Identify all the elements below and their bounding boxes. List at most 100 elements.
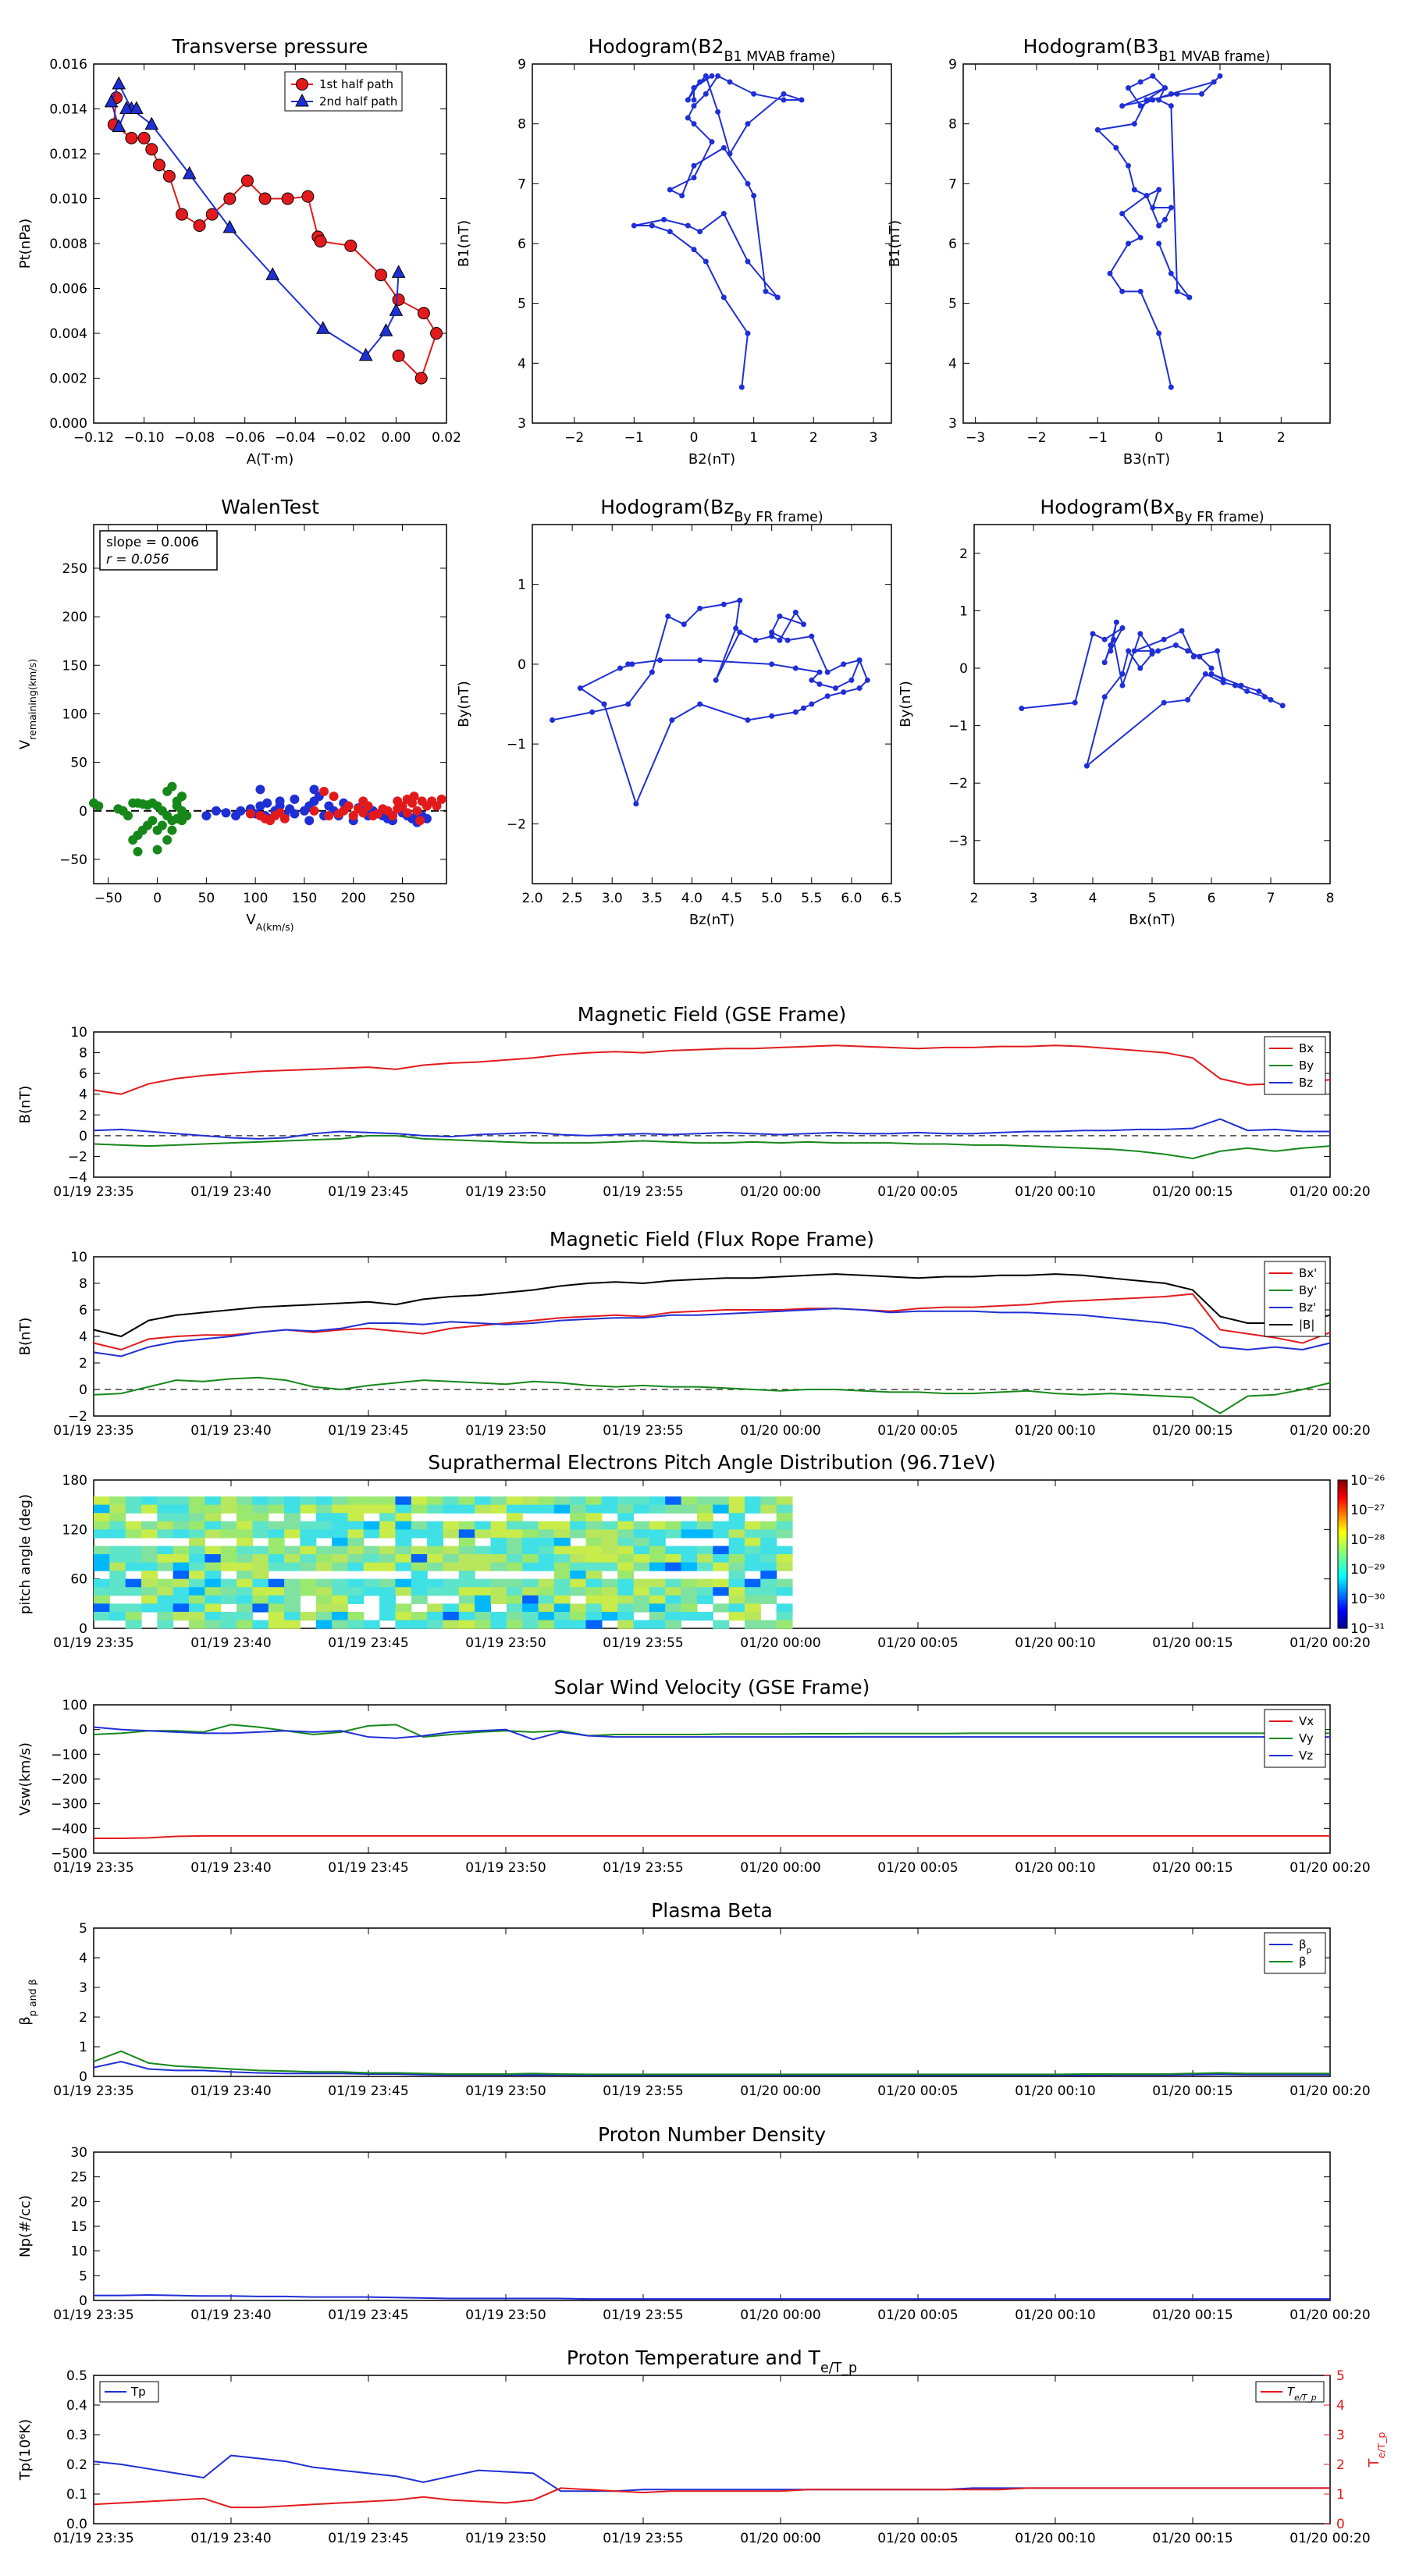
y-tick-label: 4 (948, 356, 957, 372)
heatmap-cell (760, 1562, 777, 1571)
data-point (784, 637, 791, 643)
heatmap-cell (506, 1496, 523, 1506)
x-tick-label: 01/20 00:00 (740, 1635, 820, 1651)
heatmap-cell (173, 1611, 190, 1621)
heatmap-cell (220, 1562, 237, 1571)
data-point (697, 79, 703, 85)
heatmap-cell (94, 1554, 110, 1564)
x-tick-label: 01/19 23:35 (53, 1635, 133, 1651)
y-tick-label: 0 (79, 1621, 87, 1637)
heatmap-cell (141, 1496, 158, 1506)
data-point (1232, 682, 1238, 688)
heatmap-cell (570, 1513, 587, 1522)
data-point (751, 91, 757, 97)
heatmap-cell (284, 1603, 301, 1613)
heatmap-cell (300, 1578, 317, 1588)
heatmap-cell (252, 1571, 269, 1580)
heatmap-cell (332, 1562, 349, 1571)
data-point (1199, 91, 1204, 97)
series-line (93, 1118, 1330, 1140)
data-point (240, 174, 254, 187)
heatmap-cell (332, 1529, 349, 1539)
heatmap-cell (220, 1578, 237, 1588)
y-tick-label: 8 (79, 1046, 87, 1062)
heatmap-cell (617, 1496, 635, 1506)
data-point (1168, 384, 1174, 390)
chart-title: Solar Wind Velocity (GSE Frame) (554, 1676, 870, 1699)
heatmap-cell (443, 1603, 460, 1613)
heatmap-cell (300, 1546, 317, 1555)
y-tick-label: −3 (948, 834, 968, 849)
heatmap-cell (601, 1496, 618, 1506)
heatmap-cell (506, 1611, 523, 1621)
heatmap-cell (141, 1521, 158, 1530)
heatmap-cell (189, 1537, 205, 1547)
heatmap-cell (728, 1578, 745, 1588)
heatmap-cell (395, 1554, 412, 1564)
chart-walen: WalenTest −50 0 50 100 150 200 250 −50 0 50 100 150 2… (17, 496, 447, 933)
data-point (262, 798, 272, 808)
data-point (709, 139, 715, 145)
heatmap-cell (252, 1496, 269, 1506)
heatmap-cell (728, 1546, 745, 1555)
plot-frame (93, 2375, 1331, 2524)
heatmap-cell (633, 1554, 650, 1564)
heatmap-cell (94, 1546, 110, 1555)
heatmap-cell (205, 1554, 222, 1564)
heatmap-cell (760, 1620, 777, 1629)
data-point (1119, 211, 1126, 217)
heatmap-cell (268, 1529, 285, 1539)
x-tick-label: 5.0 (761, 891, 782, 906)
y-tick-label: 0.006 (49, 282, 87, 297)
y-tick-label: 10 (70, 1250, 87, 1265)
heatmap-cell (315, 1529, 333, 1539)
data-point (221, 808, 231, 818)
heatmap-cell (585, 1554, 603, 1564)
heatmap-cell (649, 1611, 666, 1621)
x-tick-label: 01/20 00:15 (1152, 2307, 1232, 2323)
heatmap-cell (681, 1595, 698, 1604)
data-point (1156, 222, 1162, 229)
heatmap-cell (173, 1578, 190, 1588)
plot-frame (93, 2151, 1331, 2301)
heatmap-cell (538, 1537, 555, 1547)
data-point (1168, 270, 1174, 276)
heatmap-cell (411, 1571, 428, 1580)
heatmap-cell (125, 1546, 142, 1555)
data-point (414, 372, 428, 385)
series-line (93, 1376, 1331, 1414)
data-point (691, 175, 697, 181)
heatmap-cell (538, 1554, 555, 1564)
heatmap-cell (776, 1620, 793, 1629)
heatmap-cell (205, 1571, 222, 1580)
heatmap-cell (506, 1578, 523, 1588)
heatmap-cell (490, 1562, 507, 1571)
series-line (93, 2060, 1330, 2076)
data-point (1144, 97, 1150, 103)
heatmap-cell (395, 1611, 412, 1621)
colorbar-tick-label: 10⁻²⁶ (1350, 1473, 1385, 1489)
heatmap-cell (760, 1521, 777, 1530)
data-point (691, 121, 697, 127)
data-point (665, 614, 671, 620)
heatmap-cell (522, 1611, 539, 1621)
data-point (769, 661, 775, 667)
data-point (1208, 671, 1215, 677)
heatmap-cell (681, 1562, 698, 1571)
series-line (93, 2454, 1330, 2492)
heatmap-cell (189, 1562, 205, 1571)
y-tick-label: 3 (79, 1980, 87, 1996)
heatmap-cell (776, 1521, 793, 1530)
heatmap-cell (220, 1554, 237, 1564)
data-point (709, 73, 715, 79)
x-tick-label: 01/19 23:40 (190, 1860, 271, 1876)
x-tick-label: 01/19 23:35 (53, 2083, 133, 2099)
heatmap-cell (665, 1521, 682, 1530)
data-point (1161, 699, 1167, 706)
data-point (550, 717, 556, 723)
heatmap-cell (205, 1513, 222, 1522)
heatmap-cell (315, 1595, 333, 1604)
data-point (697, 605, 703, 611)
heatmap-cell (427, 1546, 444, 1555)
x-tick-label: 2 (1277, 430, 1286, 446)
